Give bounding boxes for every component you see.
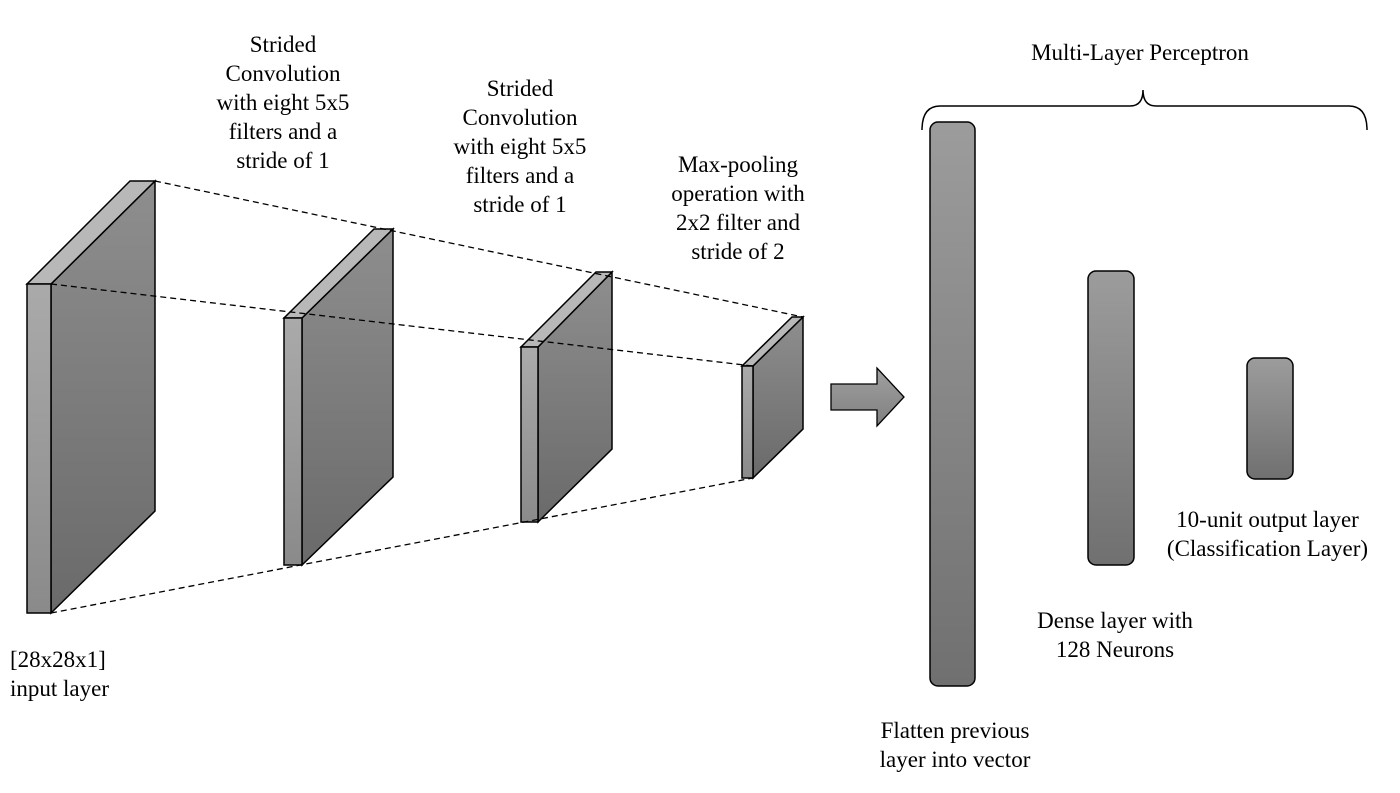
conv1-label: Strided Convolution with eight 5x5 filte…: [216, 32, 350, 173]
maxpool-block: [740, 315, 805, 480]
output-layer-bar: [1246, 357, 1294, 480]
mlp-title: Multi-Layer Perceptron: [1031, 40, 1249, 65]
maxpool-side-face: [741, 365, 754, 479]
flatten-arrow-icon: [830, 366, 905, 428]
input-layer-block: [25, 179, 157, 615]
flatten-label: Flatten previous layer into vector: [879, 718, 1031, 772]
input-layer-label: [28x28x1] input layer: [10, 647, 109, 701]
conv1-side-face: [283, 317, 303, 566]
projection-lines: [50, 180, 804, 614]
conv2-label: Strided Convolution with eight 5x5 filte…: [453, 76, 587, 217]
projection-line-top: [154, 180, 804, 318]
input-layer-side-face: [26, 283, 52, 614]
conv2-side-face: [520, 346, 539, 523]
conv1-block: [282, 227, 395, 567]
mlp-brace: [921, 89, 1368, 131]
projection-line-middle: [50, 283, 754, 367]
output-layer-label: 10-unit output layer (Classification Lay…: [1166, 507, 1369, 561]
maxpool-label: Max-pooling operation with 2x2 filter an…: [671, 152, 805, 264]
dense-layer-label: Dense layer with 128 Neurons: [1037, 608, 1193, 662]
conv2-block: [519, 270, 614, 524]
projection-line-bottom: [50, 477, 754, 614]
conv1-back-face: [301, 227, 394, 567]
dense-layer-bar: [1087, 270, 1135, 566]
flatten-vector-bar: [929, 121, 976, 687]
